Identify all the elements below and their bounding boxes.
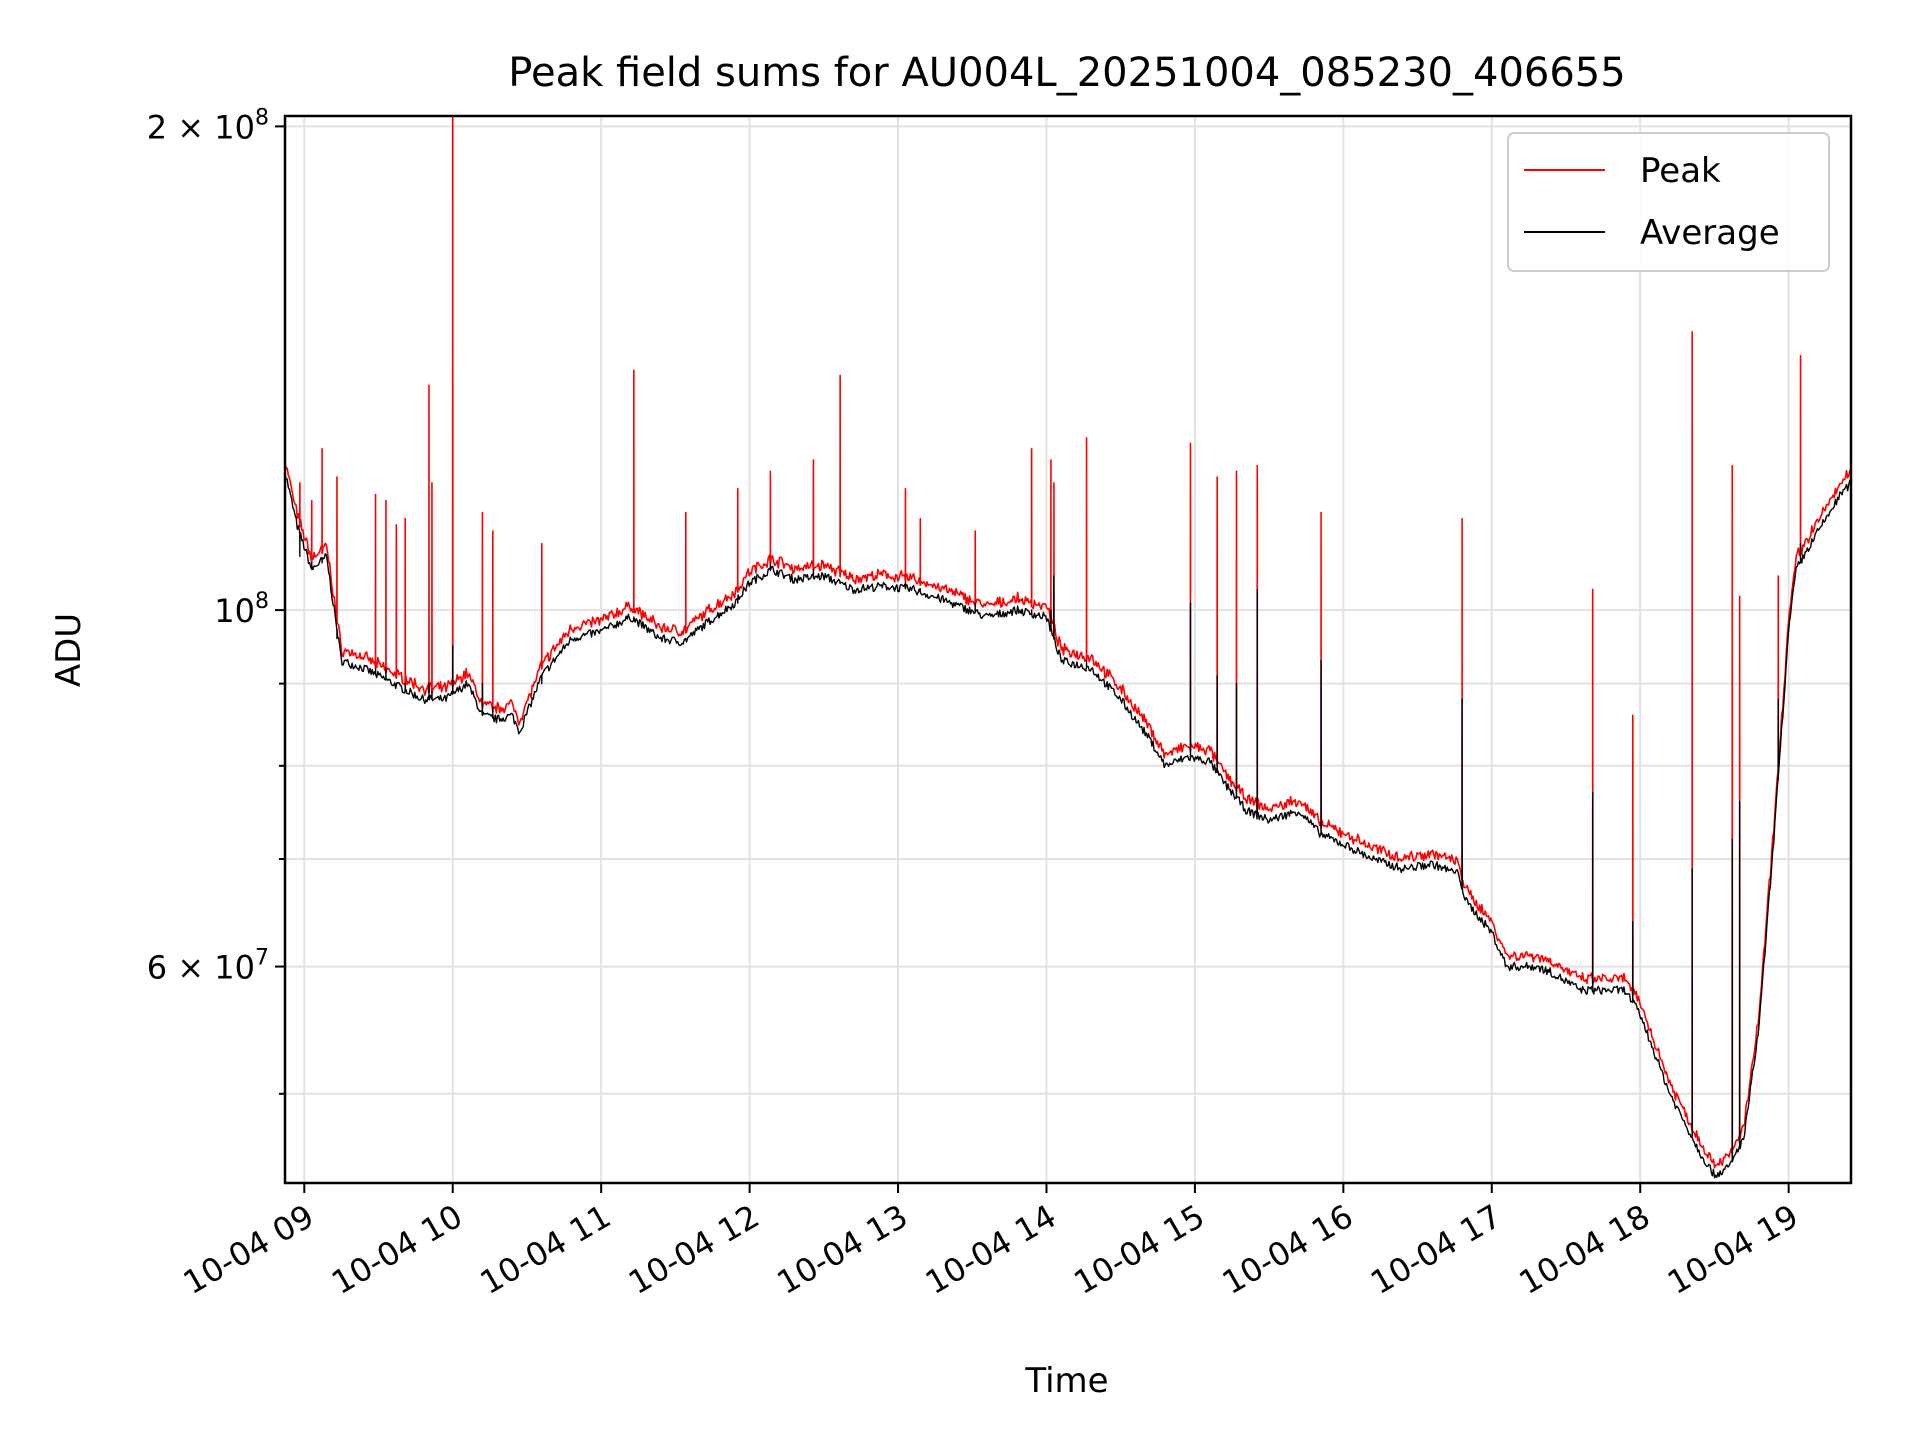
legend-label-average: Average (1640, 213, 1780, 253)
x-axis-label: Time (1024, 1361, 1108, 1401)
chart-title: Peak field sums for AU004L_20251004_0852… (508, 50, 1625, 96)
plot-area (284, 115, 1852, 1179)
y-tick-label: 6 × 107 (147, 946, 269, 987)
y-tick-label: 108 (214, 589, 269, 630)
grid (285, 116, 1851, 1183)
y-tick-label: 2 × 108 (147, 105, 269, 146)
y-axis: 6 × 107 108 2 × 108 (147, 105, 285, 1095)
y-axis-label: ADU (49, 613, 89, 687)
legend-box (1507, 132, 1830, 272)
series-line-average (284, 475, 1852, 1179)
axes-frame (283, 114, 1853, 1185)
legend: Peak Average (1507, 132, 1830, 272)
legend-label-peak: Peak (1640, 151, 1721, 191)
